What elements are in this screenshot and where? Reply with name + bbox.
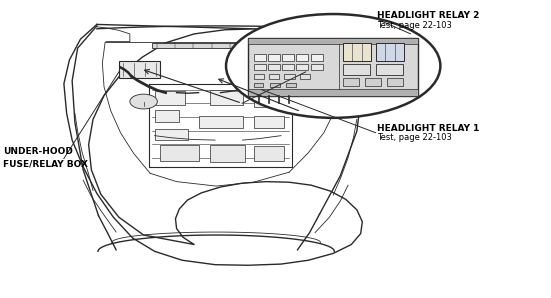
Bar <box>253 63 266 70</box>
Circle shape <box>130 94 158 109</box>
Bar <box>284 74 295 79</box>
Bar <box>343 63 370 75</box>
Text: HEADLIGHT RELAY 1: HEADLIGHT RELAY 1 <box>377 124 479 133</box>
Bar <box>343 43 371 60</box>
Bar <box>268 63 280 70</box>
Bar <box>269 74 279 79</box>
Bar <box>253 83 263 87</box>
Text: HEADLIGHT RELAY 2: HEADLIGHT RELAY 2 <box>377 11 479 20</box>
Bar <box>300 74 310 79</box>
Bar <box>311 63 323 70</box>
Bar <box>152 43 289 48</box>
Bar <box>155 129 187 140</box>
Bar <box>343 78 359 86</box>
Bar <box>209 145 245 162</box>
Bar <box>248 38 418 96</box>
Bar <box>296 54 309 60</box>
Bar <box>268 54 280 60</box>
Bar <box>282 54 294 60</box>
Bar <box>311 54 323 60</box>
Bar <box>209 90 242 105</box>
Bar <box>270 83 280 87</box>
Bar <box>119 61 160 78</box>
Bar <box>253 91 281 108</box>
Bar <box>386 78 403 86</box>
Bar <box>253 74 264 79</box>
Text: Test, page 22-103: Test, page 22-103 <box>377 133 452 142</box>
Text: UNDER-HOOD: UNDER-HOOD <box>3 148 73 156</box>
Text: Test, page 22-103: Test, page 22-103 <box>377 21 452 30</box>
Bar <box>376 43 404 60</box>
Bar <box>198 116 242 128</box>
Text: FUSE/RELAY BOX: FUSE/RELAY BOX <box>3 159 89 168</box>
Bar <box>253 54 266 60</box>
Ellipse shape <box>226 14 440 118</box>
Bar <box>248 38 418 44</box>
Bar <box>282 63 294 70</box>
Bar <box>253 116 284 128</box>
Bar <box>248 89 418 96</box>
Bar <box>296 63 309 70</box>
Bar <box>253 146 284 162</box>
Bar <box>155 111 179 122</box>
Bar <box>160 145 198 161</box>
Bar <box>376 63 403 75</box>
Bar <box>155 91 185 105</box>
Bar <box>287 83 296 87</box>
Bar <box>365 78 381 86</box>
